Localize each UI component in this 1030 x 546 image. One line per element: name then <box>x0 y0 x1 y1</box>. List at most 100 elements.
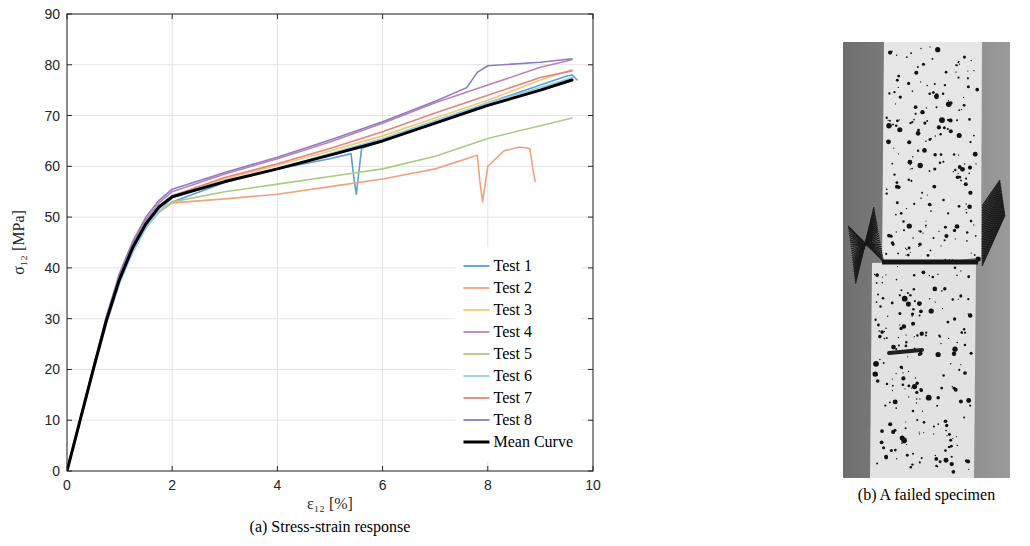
speckle <box>929 298 930 299</box>
speckle <box>950 446 951 447</box>
speckle <box>925 226 926 227</box>
speckle <box>886 139 891 144</box>
legend-swatch <box>463 287 489 289</box>
test-curve <box>67 70 572 471</box>
y-tick <box>67 217 72 218</box>
axes-frame <box>67 14 593 471</box>
speckle <box>952 470 956 474</box>
grid-line <box>67 166 593 167</box>
speckle <box>892 378 893 379</box>
speckle <box>947 128 949 130</box>
speckle <box>914 71 918 75</box>
speckle <box>925 140 927 142</box>
speckle <box>881 282 883 284</box>
speckle <box>902 296 908 302</box>
speckle <box>907 254 910 257</box>
speckle <box>955 238 956 239</box>
legend-label: Test 5 <box>493 345 531 362</box>
speckle <box>877 324 880 327</box>
legend-label: Test 6 <box>493 367 531 384</box>
speckle <box>940 343 941 344</box>
x-axis-title: ε₁₂ [%] <box>307 495 353 512</box>
speckle <box>888 120 889 121</box>
speckle <box>885 327 887 329</box>
y-tick <box>588 318 593 319</box>
x-tick-label: 4 <box>274 477 282 493</box>
speckle <box>945 430 947 432</box>
x-tick-label: 10 <box>585 477 601 493</box>
caption-line: (b) A failed specimen <box>858 486 995 504</box>
speckle <box>910 168 911 169</box>
speckle <box>906 249 907 250</box>
legend-swatch <box>463 331 489 333</box>
speckle <box>899 327 902 330</box>
speckle <box>953 171 954 172</box>
speckle <box>903 229 905 231</box>
speckle <box>944 259 946 261</box>
speckle <box>905 254 906 255</box>
speckle <box>948 118 952 122</box>
speckle <box>908 247 911 250</box>
speckle <box>960 364 961 365</box>
speckle <box>957 133 962 138</box>
speckle <box>907 384 910 387</box>
x-tick <box>382 14 383 19</box>
y-tick-label: 70 <box>44 108 60 124</box>
speckle <box>919 230 921 232</box>
speckle <box>941 290 943 292</box>
speckle <box>950 363 951 364</box>
speckle <box>956 436 957 437</box>
speckle <box>923 432 924 433</box>
speckle <box>912 237 914 239</box>
caption: (b) A failed specimen <box>858 486 995 504</box>
speckle <box>874 274 875 275</box>
y-tick <box>588 369 593 370</box>
y-tick <box>67 115 72 116</box>
x-tick-label: 2 <box>168 477 176 493</box>
speckle <box>959 294 962 297</box>
speckle <box>975 163 976 164</box>
speckle <box>910 52 912 54</box>
speckle <box>896 55 897 56</box>
speckle <box>958 61 960 63</box>
x-tick <box>382 466 383 471</box>
y-tick-label: 0 <box>52 463 60 479</box>
speckle <box>888 422 892 426</box>
legend-label: Test 8 <box>493 411 531 428</box>
speckle <box>892 390 893 391</box>
speckle <box>944 449 947 452</box>
speckle <box>906 454 909 457</box>
grid-line <box>172 14 173 471</box>
speckle <box>916 419 918 421</box>
speckle <box>965 459 968 462</box>
speckle <box>873 361 879 367</box>
speckle <box>957 76 959 78</box>
speckle <box>886 337 888 339</box>
speckle <box>958 173 959 174</box>
speckle <box>963 371 967 375</box>
speckle <box>946 435 947 436</box>
speckle <box>948 446 951 449</box>
speckle <box>895 373 896 374</box>
speckle <box>875 273 879 277</box>
speckle <box>916 131 921 136</box>
speckle <box>896 201 899 204</box>
speckle <box>965 178 967 180</box>
speckle <box>914 348 916 350</box>
y-tick <box>67 166 72 167</box>
y-tick-label: 20 <box>44 361 60 377</box>
speckle <box>884 455 888 459</box>
speckle <box>911 387 912 388</box>
legend-swatch <box>463 397 489 399</box>
x-tick-label: 6 <box>379 477 387 493</box>
speckle <box>892 124 894 126</box>
speckle <box>908 160 913 165</box>
speckle <box>902 384 905 387</box>
speckle <box>891 302 894 305</box>
y-tick-label: 50 <box>44 209 60 225</box>
legend-label: Test 1 <box>493 257 531 274</box>
y-tick <box>588 471 593 472</box>
speckle <box>907 82 910 85</box>
speckle <box>912 384 917 389</box>
legend-label: Test 7 <box>493 389 531 406</box>
